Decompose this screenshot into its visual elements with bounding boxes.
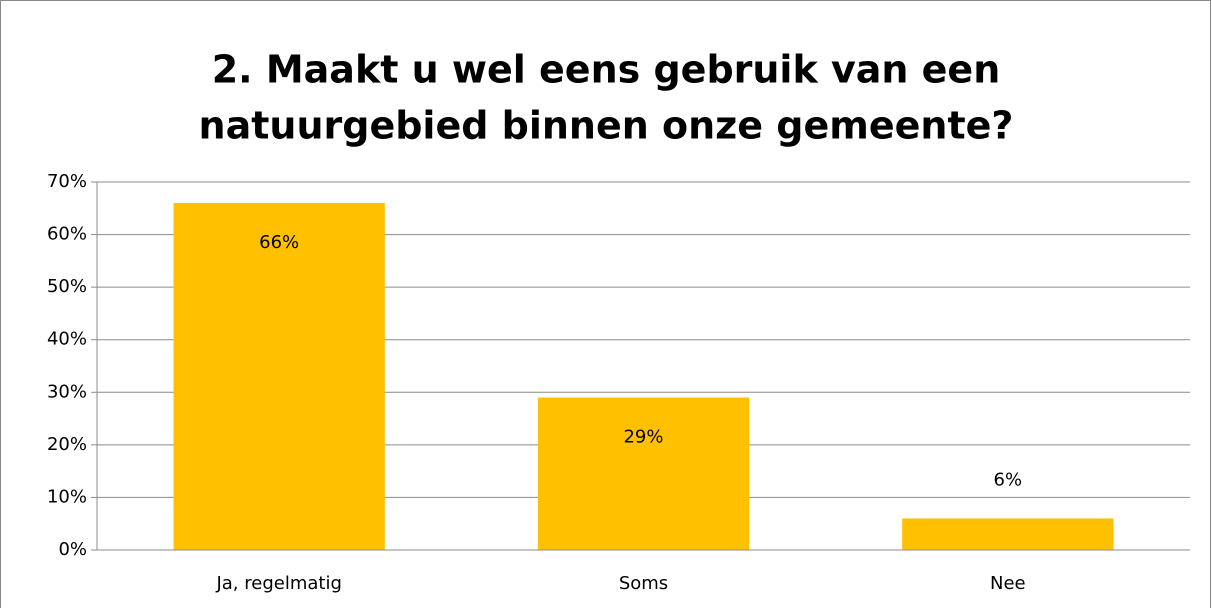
chart-title: 2. Maakt u wel eens gebruik van een (212, 48, 1001, 92)
y-tick-label: 0% (58, 539, 87, 560)
bar (173, 203, 385, 550)
y-tick-label: 10% (47, 486, 87, 507)
bar (902, 518, 1114, 550)
y-tick-label: 50% (47, 276, 87, 297)
data-label: 29% (623, 427, 663, 448)
data-label: 66% (259, 232, 299, 253)
y-tick-label: 40% (47, 329, 87, 350)
y-tick-label: 60% (47, 224, 87, 245)
y-tick-label: 70% (47, 171, 87, 192)
bar (537, 397, 750, 550)
y-tick-label: 30% (47, 381, 87, 402)
data-label: 6% (994, 469, 1023, 490)
x-tick-label: Soms (619, 573, 668, 594)
x-tick-label: Ja, regelmatig (215, 573, 341, 594)
y-tick-label: 20% (47, 434, 87, 455)
chart-title: natuurgebied binnen onze gemeente? (199, 104, 1014, 148)
x-tick-label: Nee (990, 573, 1026, 594)
